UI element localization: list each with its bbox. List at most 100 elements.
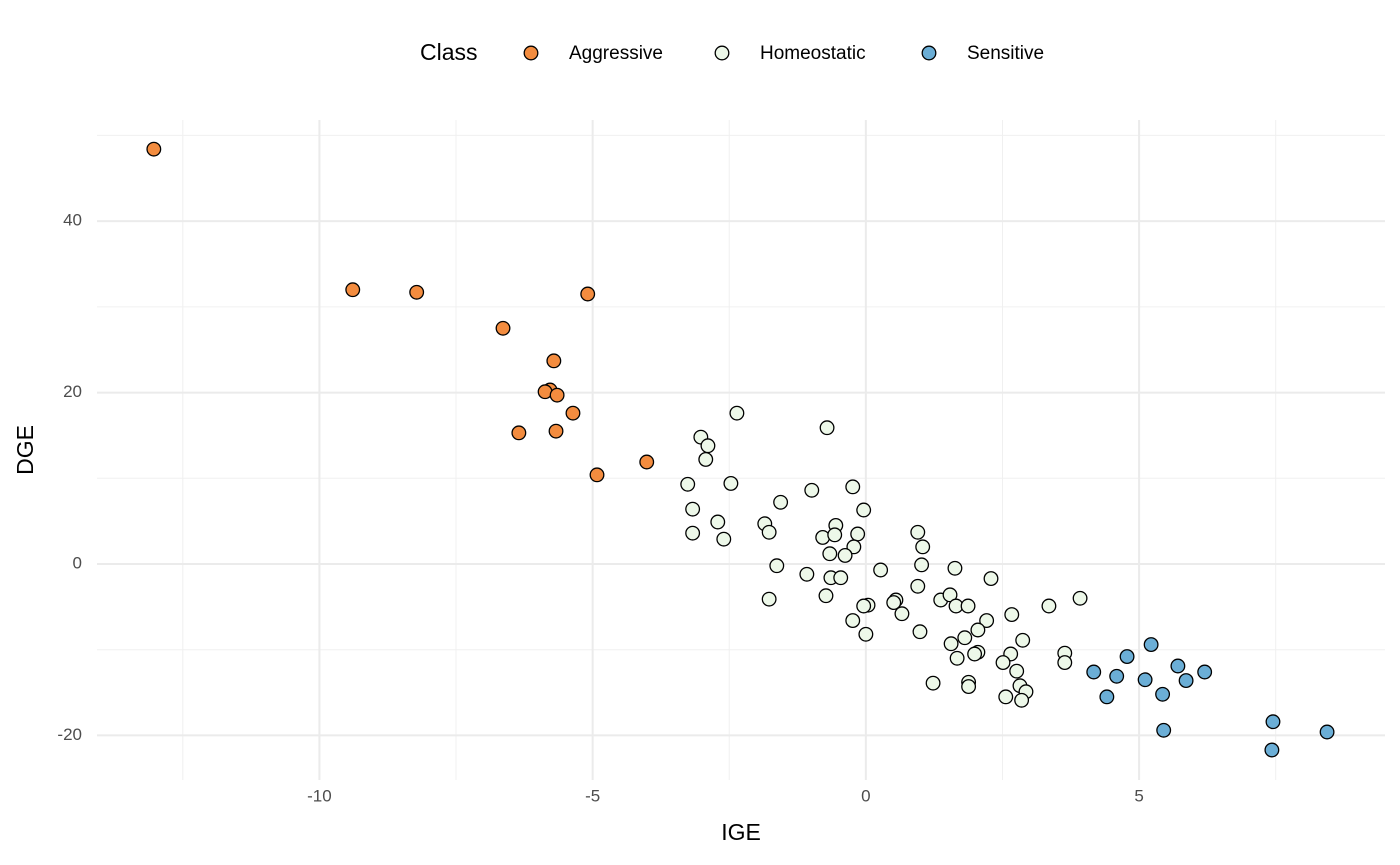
- point: [723, 475, 739, 491]
- point: [685, 501, 701, 517]
- point: [886, 595, 902, 611]
- y-tick-label: 20: [63, 382, 82, 401]
- point: [1119, 649, 1135, 665]
- point: [1170, 658, 1186, 674]
- point: [827, 527, 843, 543]
- point: [345, 282, 361, 298]
- legend-key: [714, 45, 730, 61]
- point: [979, 613, 995, 629]
- point: [1086, 664, 1102, 680]
- point: [858, 626, 874, 642]
- legend-key: [921, 45, 937, 61]
- point: [957, 630, 973, 646]
- point: [850, 526, 866, 542]
- point: [873, 562, 889, 578]
- point: [146, 141, 162, 157]
- point: [700, 438, 716, 454]
- point: [1264, 742, 1280, 758]
- point: [1265, 714, 1281, 730]
- point: [548, 423, 564, 439]
- point: [894, 606, 910, 622]
- point: [680, 476, 696, 492]
- point: [589, 467, 605, 483]
- point: [998, 689, 1014, 705]
- point: [1004, 607, 1020, 623]
- legend-label: Aggressive: [569, 43, 663, 64]
- point: [773, 494, 789, 510]
- point: [685, 525, 701, 541]
- y-tick-label: -20: [57, 725, 82, 744]
- point: [716, 531, 732, 547]
- legend-title: Class: [420, 39, 478, 65]
- point: [761, 591, 777, 607]
- point: [983, 571, 999, 587]
- x-axis-title: IGE: [721, 819, 761, 845]
- point: [769, 558, 785, 574]
- point: [804, 482, 820, 498]
- point: [1143, 637, 1159, 653]
- x-tick-label: -5: [585, 786, 600, 805]
- point: [910, 524, 926, 540]
- x-tick-label: 5: [1134, 786, 1143, 805]
- point: [1099, 689, 1115, 705]
- point: [565, 405, 581, 421]
- point: [833, 570, 849, 586]
- point: [1197, 664, 1213, 680]
- point: [995, 655, 1011, 671]
- point: [845, 613, 861, 629]
- legend-key: [523, 45, 539, 61]
- point: [1015, 632, 1031, 648]
- point: [967, 646, 983, 662]
- point: [912, 624, 928, 640]
- point: [856, 598, 872, 614]
- point: [580, 286, 596, 302]
- point: [949, 650, 965, 666]
- point: [947, 560, 963, 576]
- point: [698, 451, 714, 467]
- point: [915, 539, 931, 555]
- point: [1009, 663, 1025, 679]
- point: [511, 425, 527, 441]
- point: [856, 502, 872, 518]
- point: [822, 546, 838, 562]
- y-tick-label: 40: [63, 211, 82, 230]
- point: [1155, 686, 1171, 702]
- x-tick-label: -10: [307, 786, 332, 805]
- point: [815, 529, 831, 545]
- point: [1109, 668, 1125, 684]
- x-tick-label: 0: [861, 786, 870, 805]
- point: [1072, 590, 1088, 606]
- point: [1137, 672, 1153, 688]
- legend-label: Homeostatic: [760, 43, 866, 64]
- point: [961, 679, 977, 695]
- point: [1041, 598, 1057, 614]
- y-tick-label: 0: [73, 553, 82, 572]
- point: [910, 578, 926, 594]
- point: [409, 284, 425, 300]
- y-axis-title: DGE: [12, 425, 38, 475]
- point: [1319, 724, 1335, 740]
- point: [819, 420, 835, 436]
- point: [1156, 722, 1172, 738]
- point: [914, 557, 930, 573]
- point: [549, 387, 565, 403]
- point: [761, 524, 777, 540]
- point: [1178, 673, 1194, 689]
- point: [943, 636, 959, 652]
- point: [729, 405, 745, 421]
- point: [799, 566, 815, 582]
- point: [925, 675, 941, 691]
- point: [818, 588, 834, 604]
- point: [1014, 692, 1030, 708]
- legend-label: Sensitive: [967, 43, 1044, 64]
- point: [970, 622, 986, 638]
- point: [710, 514, 726, 530]
- point: [1057, 655, 1073, 671]
- point: [845, 479, 861, 495]
- point: [495, 320, 511, 336]
- point: [639, 454, 655, 470]
- point: [960, 598, 976, 614]
- point: [837, 547, 853, 563]
- point: [546, 353, 562, 369]
